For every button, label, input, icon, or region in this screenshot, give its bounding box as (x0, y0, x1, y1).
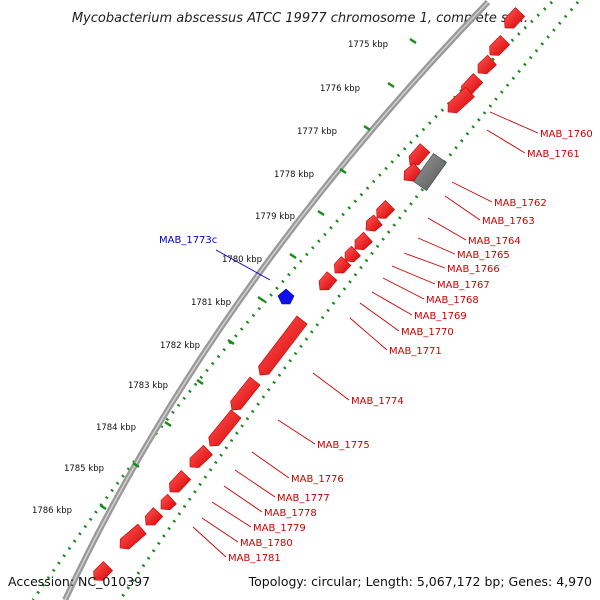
reverse-gene-arrow (93, 560, 114, 581)
tick-mark (289, 252, 297, 260)
tick-label: 1781 kbp (191, 298, 231, 308)
tick-mark (164, 420, 172, 428)
gene-labels: MAB_1760 MAB_1761 MAB_1762 MAB_1763 MAB_1764… (159, 111, 593, 564)
reverse-gene-arrow (344, 245, 361, 263)
gene-leader-line (201, 517, 239, 543)
pseudo-gene-block (413, 152, 447, 192)
forward-gene-arrow (277, 288, 295, 305)
reverse-gene-arrow (365, 214, 383, 232)
gene-label: MAB_1770 (401, 327, 454, 338)
topology-label: Topology: circular; Length: 5,067,172 bp… (248, 574, 592, 589)
tick-mark (257, 295, 265, 303)
gene-features (93, 7, 526, 581)
tick-mark (339, 167, 347, 175)
gene-leader-line (403, 252, 446, 269)
gene-leader-line (349, 317, 388, 351)
reverse-gene-arrow (408, 143, 431, 166)
gene-label: MAB_1775 (317, 440, 370, 451)
reverse-gene-arrow (258, 315, 308, 376)
reverse-gene-arrow (354, 231, 373, 251)
gene-label: MAB_1763 (482, 216, 535, 227)
reverse-gene-arrow (489, 34, 511, 56)
tick-mark (132, 461, 140, 469)
gene-label: MAB_1762 (494, 198, 547, 209)
gene-leader-line (427, 217, 467, 241)
gene-label: MAB_1761 (527, 149, 580, 160)
reverse-gene-arrow (447, 86, 475, 114)
tick-label: 1785 kbp (64, 464, 104, 474)
reverse-gene-arrow (318, 271, 338, 291)
tick-label: 1780 kbp (222, 255, 262, 265)
gene-leader-line (417, 237, 456, 255)
gene-leader-line (489, 111, 539, 134)
map-title: Mycobacterium abscessus ATCC 19977 chrom… (72, 11, 528, 26)
gene-leader-line (359, 302, 400, 332)
tick-mark (409, 37, 417, 45)
gene-label: MAB_1776 (291, 474, 344, 485)
tick-label: 1784 kbp (96, 423, 136, 433)
gene-leader-line (234, 469, 276, 498)
gene-leader-line (277, 419, 316, 445)
tick-label: 1786 kbp (32, 506, 72, 516)
gene-leader-line (312, 372, 350, 401)
reverse-gene-arrow (119, 523, 147, 550)
tick-label: 1778 kbp (274, 170, 314, 180)
reverse-gene-arrow (144, 507, 164, 526)
tick-label: 1782 kbp (160, 341, 200, 351)
gene-label: MAB_1767 (437, 280, 490, 291)
tick-mark (99, 503, 107, 511)
tick-label: 1776 kbp (320, 84, 360, 94)
gene-label: MAB_1778 (264, 508, 317, 519)
reverse-gene-arrow (230, 376, 261, 411)
gene-label: MAB_1766 (447, 264, 500, 275)
gene-label: MAB_1779 (253, 523, 306, 534)
gc-track-inner (118, 1, 580, 600)
gene-label: MAB_1771 (389, 346, 442, 357)
gene-label: MAB_1760 (540, 129, 593, 140)
gene-leader-line (251, 451, 290, 479)
tick-mark (387, 81, 395, 89)
gene-leader-line (382, 277, 425, 300)
accession-label: Accession: NC_010397 (8, 574, 150, 589)
reverse-gene-arrow (169, 470, 192, 493)
tick-mark (363, 124, 371, 132)
gene-leader-line (391, 265, 436, 285)
tick-label: 1783 kbp (128, 381, 168, 391)
gene-label: MAB_1774 (351, 396, 404, 407)
gene-label: MAB_1780 (240, 538, 293, 549)
gene-label: MAB_1773c (159, 235, 217, 246)
gene-label: MAB_1764 (468, 236, 521, 247)
gene-leader-line (223, 485, 263, 513)
gene-label: MAB_1777 (277, 493, 330, 504)
gene-leader-line (371, 291, 413, 316)
tick-label: 1779 kbp (255, 212, 295, 222)
reverse-gene-arrow (189, 444, 213, 468)
gene-leader-line (486, 129, 526, 154)
reverse-gene-arrow (208, 409, 242, 447)
tick-label: 1777 kbp (297, 127, 337, 137)
gene-leader-line (215, 249, 271, 281)
reverse-gene-arrow (160, 493, 177, 511)
gene-label: MAB_1768 (426, 295, 479, 306)
gene-label: MAB_1765 (457, 250, 510, 261)
reverse-gene-arrow (477, 54, 497, 75)
gene-label: MAB_1781 (228, 553, 281, 564)
tick-label: 1775 kbp (348, 40, 388, 50)
reverse-gene-arrow (333, 256, 352, 274)
tick-mark (227, 338, 235, 346)
reverse-gene-arrow (376, 199, 396, 219)
backbone-highlight (64, 1, 489, 600)
gene-leader-line (451, 181, 493, 203)
gene-leader-line (192, 526, 227, 558)
gene-leader-line (211, 501, 252, 528)
reverse-gene-arrow (504, 7, 526, 29)
tick-marks: 1775 kbp 1776 kbp 1777 kbp 1778 kbp 1779 kbp… (32, 37, 417, 516)
gene-label: MAB_1769 (414, 311, 467, 322)
gene-leader-line (444, 195, 481, 221)
tick-mark (196, 378, 204, 386)
tick-mark (317, 209, 325, 217)
